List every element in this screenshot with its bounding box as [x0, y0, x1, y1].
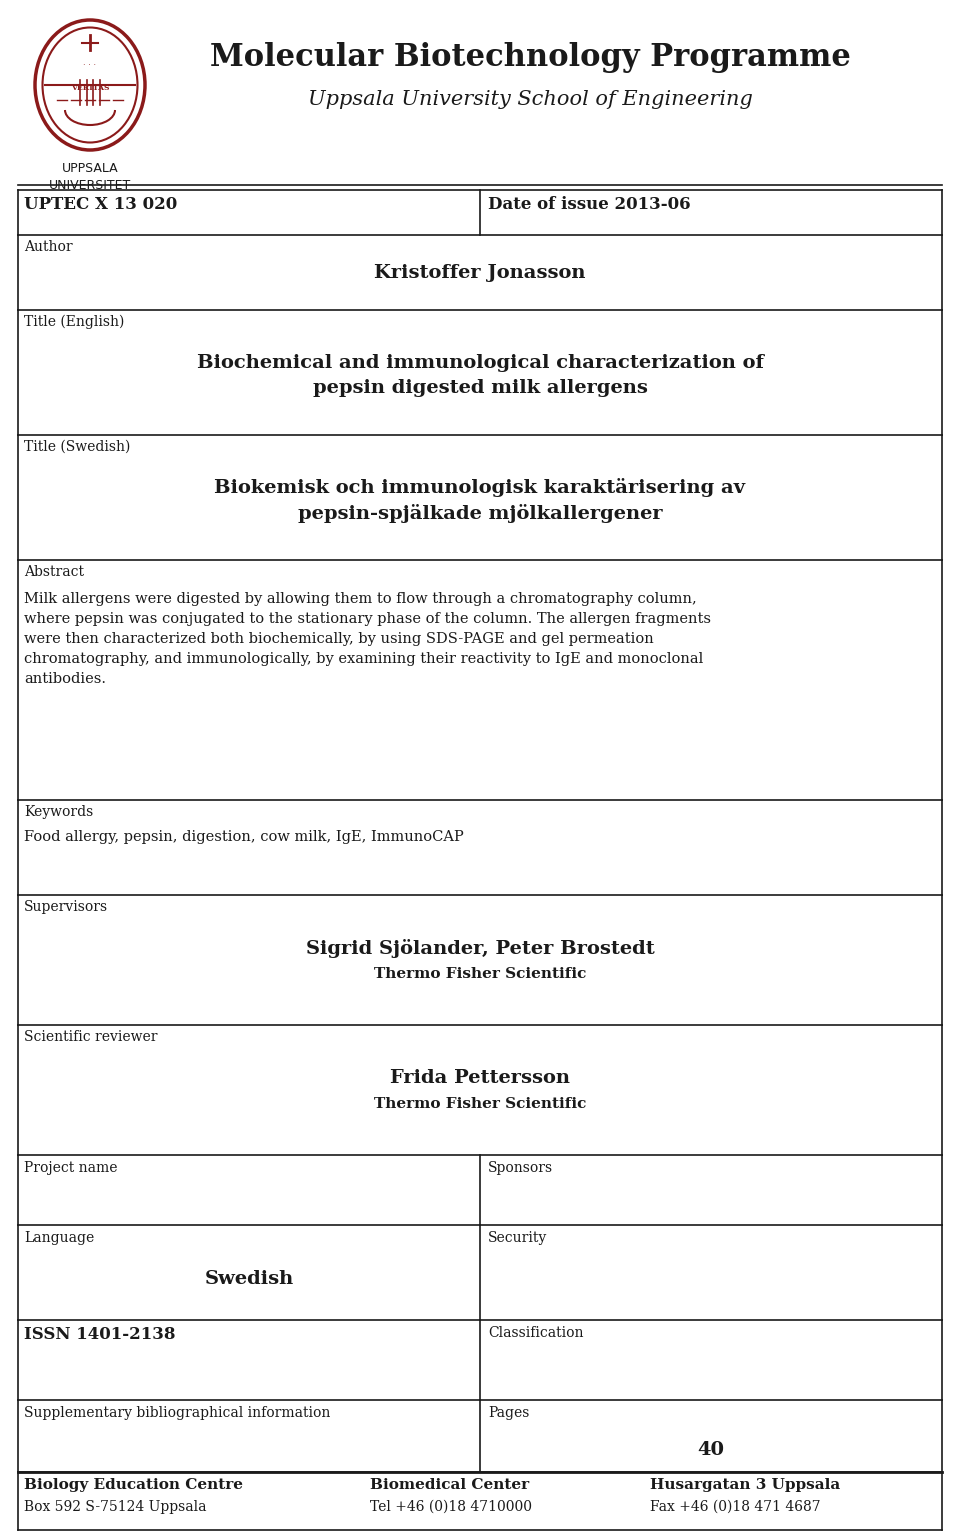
Text: Box 592 S-75124 Uppsala: Box 592 S-75124 Uppsala — [24, 1500, 206, 1514]
Text: Abstract: Abstract — [24, 565, 84, 579]
Text: Uppsala University School of Engineering: Uppsala University School of Engineering — [307, 89, 753, 109]
Ellipse shape — [35, 20, 145, 149]
Text: Supplementary bibliographical information: Supplementary bibliographical informatio… — [24, 1406, 330, 1420]
Text: Food allergy, pepsin, digestion, cow milk, IgE, ImmunoCAP: Food allergy, pepsin, digestion, cow mil… — [24, 830, 464, 844]
Text: Sponsors: Sponsors — [488, 1161, 553, 1175]
Text: Biology Education Centre: Biology Education Centre — [24, 1478, 243, 1492]
Text: Tel +46 (0)18 4710000: Tel +46 (0)18 4710000 — [370, 1500, 532, 1514]
Text: VERITAS: VERITAS — [71, 85, 109, 92]
Text: Biokemisk och immunologisk karaktärisering av
pepsin-spjälkade mjölkallergener: Biokemisk och immunologisk karaktäriseri… — [214, 477, 746, 524]
Text: Husargatan 3 Uppsala: Husargatan 3 Uppsala — [650, 1478, 840, 1492]
Text: Biochemical and immunological characterization of
pepsin digested milk allergens: Biochemical and immunological characteri… — [197, 354, 763, 397]
Text: Title (English): Title (English) — [24, 316, 125, 330]
Text: Author: Author — [24, 240, 73, 254]
Text: Kristoffer Jonasson: Kristoffer Jonasson — [374, 263, 586, 282]
Text: ISSN 1401-2138: ISSN 1401-2138 — [24, 1326, 176, 1343]
Text: Security: Security — [488, 1230, 547, 1244]
Text: Sigrid Sjölander, Peter Brostedt: Sigrid Sjölander, Peter Brostedt — [305, 938, 655, 958]
Text: · · ·: · · · — [84, 60, 97, 69]
Text: Swedish: Swedish — [204, 1269, 294, 1287]
Ellipse shape — [42, 28, 137, 143]
Text: Project name: Project name — [24, 1161, 117, 1175]
Text: Scientific reviewer: Scientific reviewer — [24, 1030, 157, 1044]
Text: UPPSALA
UNIVERSITET: UPPSALA UNIVERSITET — [49, 162, 132, 192]
Text: Molecular Biotechnology Programme: Molecular Biotechnology Programme — [209, 42, 851, 72]
Text: Frida Pettersson: Frida Pettersson — [390, 1069, 570, 1087]
Text: Pages: Pages — [488, 1406, 529, 1420]
Text: Date of issue 2013-06: Date of issue 2013-06 — [488, 196, 690, 213]
Text: 40: 40 — [698, 1441, 725, 1458]
Text: Milk allergens were digested by allowing them to flow through a chromatography c: Milk allergens were digested by allowing… — [24, 591, 711, 687]
Text: Classification: Classification — [488, 1326, 584, 1340]
Text: Thermo Fisher Scientific: Thermo Fisher Scientific — [373, 1096, 587, 1110]
Text: Title (Swedish): Title (Swedish) — [24, 440, 131, 454]
Text: Supervisors: Supervisors — [24, 899, 108, 915]
Text: Thermo Fisher Scientific: Thermo Fisher Scientific — [373, 967, 587, 981]
Text: Biomedical Center: Biomedical Center — [370, 1478, 529, 1492]
Text: Language: Language — [24, 1230, 94, 1244]
Text: Keywords: Keywords — [24, 805, 93, 819]
Text: Fax +46 (0)18 471 4687: Fax +46 (0)18 471 4687 — [650, 1500, 821, 1514]
Text: UPTEC X 13 020: UPTEC X 13 020 — [24, 196, 178, 213]
